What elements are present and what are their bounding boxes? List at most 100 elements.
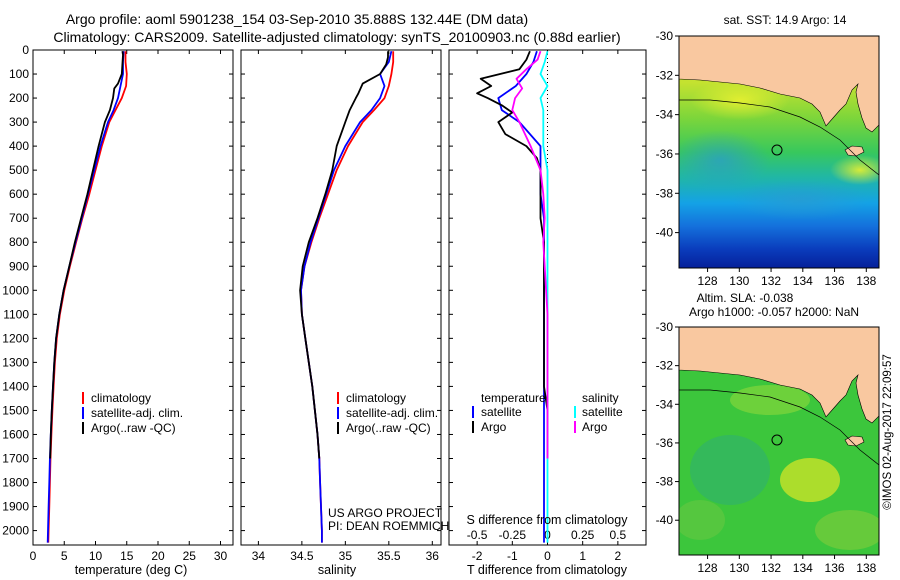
salinity-axes-box xyxy=(240,49,442,546)
y-tick-label: 600 xyxy=(9,187,29,201)
sla-lon-ticks: 128 130 132 134 136 138 xyxy=(698,555,877,575)
lon-tick-label: 134 xyxy=(793,274,813,288)
x-tick-label: 35 xyxy=(339,549,353,563)
legend-argo-label: Argo(..raw -QC) xyxy=(91,421,176,435)
y-tick-label: 1600 xyxy=(2,427,29,441)
sla-map-image xyxy=(679,327,879,555)
salinity-panel: 34 34.5 35 35.5 36 salinity climatology sate… xyxy=(240,49,449,577)
temperature-x-label: temperature (deg C) xyxy=(75,563,188,577)
y-tick-label: 500 xyxy=(9,163,29,177)
x-tick-label: 1 xyxy=(579,549,586,563)
difference-x-label-top: S difference from climatology xyxy=(467,513,629,527)
y-tick-label: 1700 xyxy=(2,451,29,465)
lon-tick-label: 130 xyxy=(729,561,749,575)
coastline-land xyxy=(679,36,879,133)
coastline-land xyxy=(679,327,879,424)
legend-climatology-label: climatology xyxy=(91,391,151,405)
lat-tick-label: -40 xyxy=(656,513,674,527)
lon-tick-label: 132 xyxy=(761,274,781,288)
series-line-satellite-adj-clim- xyxy=(46,51,125,543)
kangaroo-island xyxy=(844,435,865,447)
salinity-x-ticks: 34 34.5 35 35.5 36 xyxy=(252,50,439,563)
lon-tick-label: 132 xyxy=(761,561,781,575)
lat-tick-label: -38 xyxy=(656,186,674,200)
x-tick-label: 25 xyxy=(183,549,197,563)
series-line-climatology xyxy=(47,51,128,543)
legend-temperature-title: temperature xyxy=(481,391,546,405)
y-tick-label: 0 xyxy=(22,43,29,57)
imos-credit: ©IMOS 02-Aug-2017 22:09:57 xyxy=(882,354,894,510)
argo-location-marker xyxy=(771,434,783,446)
series-line-s-argo xyxy=(511,50,549,459)
lat-tick-label: -36 xyxy=(656,436,674,450)
lon-tick-label: 134 xyxy=(793,561,813,575)
y-tick-label: 1900 xyxy=(2,500,29,514)
series-line-climatology xyxy=(300,51,395,543)
salinity-lines xyxy=(299,50,395,543)
sla-map-title-line2: Argo h1000: -0.057 h2000: NaN xyxy=(689,305,859,319)
x-tick-label: 20 xyxy=(151,549,165,563)
temperature-legend: climatology satellite-adj. clim. Argo(..… xyxy=(82,391,183,435)
lat-tick-label: -34 xyxy=(656,108,674,122)
salinity-diff-legend: salinity satellite Argo xyxy=(574,391,623,434)
difference-x-ticks: -2 -1 0 1 2 xyxy=(472,50,622,563)
temperature-diff-legend: temperature satellite Argo xyxy=(472,391,546,434)
sst-lon-ticks: 128 130 132 134 136 138 xyxy=(698,268,877,288)
y-tick-label: 1100 xyxy=(3,307,29,321)
y-tick-label: 200 xyxy=(9,91,29,105)
x-tick-label: 0 xyxy=(30,549,37,563)
y-tick-label: 300 xyxy=(9,115,29,129)
sst-map-panel: sat. SST: 14.9 Argo: 14 -30-32-34-36-38-… xyxy=(656,13,880,288)
legend-t-satellite-label: satellite xyxy=(481,405,522,419)
y-tick-label: 900 xyxy=(9,259,29,273)
lat-tick-label: -30 xyxy=(656,29,674,43)
series-line-argo-raw-qc- xyxy=(49,51,124,459)
y-tick-label: 400 xyxy=(9,139,29,153)
x-tick-label: 10 xyxy=(89,549,103,563)
y-tick-label: 1800 xyxy=(2,476,29,490)
y-tick-label: 800 xyxy=(9,235,29,249)
lon-tick-label: 136 xyxy=(825,274,845,288)
lon-tick-label: 130 xyxy=(729,274,749,288)
legend-salinity-title: salinity xyxy=(582,391,619,405)
difference-panel: -2 -1 0 1 2 -0.5 -0.25 0 0.25 0.5 T difference f… xyxy=(448,49,647,577)
lat-tick-label: -40 xyxy=(656,226,674,240)
continental-shelf-contour xyxy=(679,99,879,176)
temperature-y-ticks: 0 100 200 300 400 500 600 700 800 900 1000 1100 1200… xyxy=(2,43,233,538)
y-tick-label: 1200 xyxy=(2,331,29,345)
lat-tick-label: -32 xyxy=(656,68,674,82)
legend-s-argo-label: Argo xyxy=(582,420,608,434)
legend-climatology-label: climatology xyxy=(346,391,406,405)
y-tick-label: 1000 xyxy=(2,283,29,297)
temperature-x-ticks: 0 5 10 15 20 25 30 xyxy=(30,50,227,563)
x-tick-label: 5 xyxy=(61,549,68,563)
kangaroo-island xyxy=(844,145,865,157)
legend-satellite-label: satellite-adj. clim. xyxy=(346,406,438,420)
sst-lat-ticks: -30 -32 -34 -36 -38 -40 xyxy=(656,29,679,240)
lat-tick-label: -30 xyxy=(656,320,674,334)
s-tick-label: -0.5 xyxy=(467,528,488,542)
s-tick-label: 0.25 xyxy=(571,528,595,542)
temperature-lines xyxy=(46,51,128,543)
salinity-x-label: salinity xyxy=(318,563,357,577)
lat-tick-label: -38 xyxy=(656,475,674,489)
lon-tick-label: 138 xyxy=(856,274,876,288)
y-tick-label: 100 xyxy=(9,67,29,81)
figure-title-line1: Argo profile: aoml 5901238_154 03-Sep-20… xyxy=(66,11,528,27)
salinity-y-ticks xyxy=(241,49,441,532)
y-tick-label: 700 xyxy=(9,211,29,225)
salinity-legend: climatology satellite-adj. clim. Argo(..… xyxy=(337,391,438,435)
sst-map-frame xyxy=(678,35,880,269)
x-tick-label: -1 xyxy=(507,549,518,563)
x-tick-label: 15 xyxy=(120,549,134,563)
x-tick-label: 34 xyxy=(252,549,266,563)
sst-map-title: sat. SST: 14.9 Argo: 14 xyxy=(724,13,847,27)
legend-satellite-label: satellite-adj. clim. xyxy=(91,406,183,420)
series-line-argo-raw-qc- xyxy=(299,51,389,459)
difference-y-ticks xyxy=(449,49,646,532)
lon-tick-label: 128 xyxy=(698,561,718,575)
sla-lat-ticks: -30 -32 -34 -36 -38 -40 xyxy=(656,320,679,527)
difference-lines xyxy=(476,50,549,543)
x-tick-label: 34.5 xyxy=(290,549,314,563)
